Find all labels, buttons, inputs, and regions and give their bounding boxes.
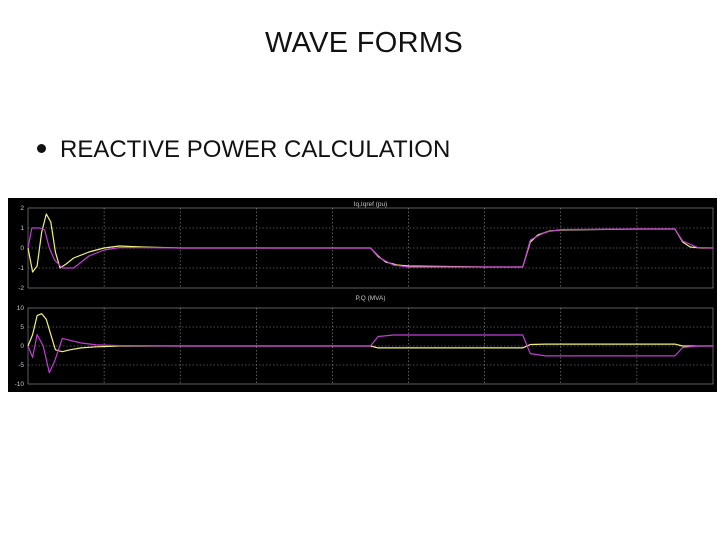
y-tick-label: 0 [20, 245, 24, 252]
panel-title: Iq,Iqref (pu) [354, 201, 388, 208]
y-tick-label: 0 [20, 343, 24, 350]
y-tick-label: -5 [18, 362, 24, 369]
y-tick-label: -1 [18, 265, 24, 272]
panel-title: P,Q (MVA) [355, 295, 385, 302]
series-line-magenta [27, 227, 714, 269]
bullet-dot-icon [37, 144, 46, 154]
y-tick-label: 1 [20, 225, 24, 232]
panel-2: P,Q (MVA) 10 5 0 -5 -10 [15, 295, 714, 388]
y-tick-label: -2 [18, 285, 24, 292]
y-tick-label: 2 [20, 205, 24, 212]
y-tick-label: 5 [20, 324, 24, 331]
y-tick-label: -10 [15, 381, 25, 388]
series-line-yellow [27, 313, 713, 353]
series-line-magenta [27, 334, 713, 374]
y-tick-label: 10 [17, 305, 25, 312]
slide-title: WAVE FORMS [265, 27, 463, 59]
panel-1: Iq,Iqref (pu) 2 1 0 -1 -2 [18, 201, 714, 292]
bullet-item: REACTIVE POWER CALCULATION [37, 136, 450, 164]
scope-background [8, 198, 717, 392]
bullet-text: REACTIVE POWER CALCULATION [60, 136, 451, 163]
